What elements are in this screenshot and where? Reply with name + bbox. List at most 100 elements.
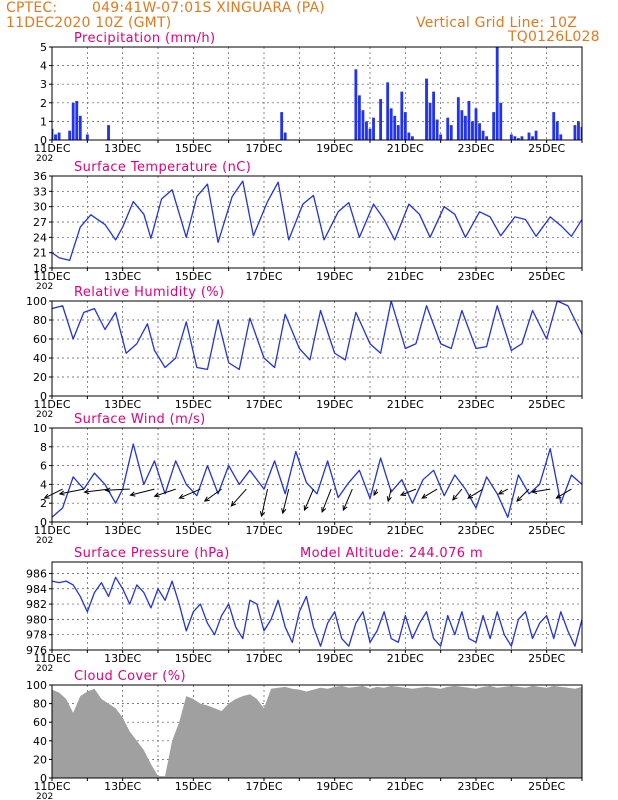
wind-arrow-head (178, 493, 185, 499)
x-tick-label: 17DEC (245, 270, 282, 283)
wind-arrow-head (373, 490, 379, 497)
wind-arrow-head (43, 493, 50, 499)
y-tick-label: 986 (26, 567, 47, 580)
year-fragment-label: 202 (36, 664, 53, 674)
precip-bar (396, 125, 400, 140)
x-tick-label: 19DEC (316, 270, 353, 283)
series-line (52, 576, 582, 647)
panel-frame (51, 300, 583, 397)
x-tick-label: 25DEC (528, 398, 565, 411)
x-tick-label: 11DEC (33, 398, 70, 411)
precip-bar (432, 91, 436, 140)
x-tick-label: 23DEC (457, 398, 494, 411)
precip-bar (78, 115, 82, 140)
wind-arrows (43, 487, 572, 518)
precip-bar (559, 134, 563, 140)
y-tick-label: 3 (40, 78, 47, 91)
precip-bar (68, 130, 72, 140)
panel-title: Cloud Cover (%) (74, 669, 186, 684)
panel-title: Surface Wind (m/s) (74, 412, 206, 427)
precip-bar (407, 132, 411, 140)
year-fragment-label: 202 (36, 410, 53, 420)
y-tick-label: 100 (26, 295, 47, 308)
panel-1 (49, 46, 583, 143)
precip-bar (449, 125, 453, 140)
precip-bar (85, 134, 89, 140)
precip-bar (354, 69, 358, 140)
x-tick-label: 13DEC (104, 398, 141, 411)
y-tick-label: 978 (26, 629, 47, 642)
y-tick-label: 976 (26, 644, 47, 657)
wind-arrow (130, 488, 155, 496)
wind-arrow-head (104, 487, 111, 493)
x-tick-label: 13DEC (104, 142, 141, 155)
series-line (52, 301, 582, 371)
wind-arrow-head (259, 511, 266, 518)
precip-bar (474, 108, 478, 140)
x-tick-label: 23DEC (457, 524, 494, 537)
x-tick-label: 15DEC (175, 142, 212, 155)
wind-arrow (467, 488, 484, 499)
precip-bar (499, 102, 503, 140)
location-label: 049:41W-07:01S XINGUARA (PA) (92, 0, 325, 16)
wind-arrow-head (516, 496, 522, 502)
init-datetime: 11DEC2020 10Z (GMT) (6, 15, 172, 31)
panel-3 (49, 300, 583, 399)
precip-bar (520, 136, 524, 140)
y-tick-label: 0 (40, 134, 47, 147)
x-tick-label: 23DEC (457, 142, 494, 155)
x-tick-label: 19DEC (316, 398, 353, 411)
precip-bar (403, 112, 407, 140)
wind-arrow (105, 488, 130, 491)
y-tick-label: 20 (33, 371, 47, 384)
x-tick-label: 17DEC (245, 398, 282, 411)
panel-4 (43, 427, 583, 525)
wind-arrow (516, 488, 530, 502)
precip-bar (357, 95, 361, 140)
wind-arrow (532, 488, 551, 493)
x-tick-label: 13DEC (104, 524, 141, 537)
precip-bar (52, 128, 54, 140)
x-tick-label: 11DEC (33, 142, 70, 155)
wind-arrow (304, 488, 314, 511)
source-label: CPTEC: (6, 0, 58, 16)
x-tick-label: 13DEC (104, 270, 141, 283)
y-tick-label: 0 (40, 516, 47, 529)
y-tick-label: 60 (33, 716, 47, 729)
precip-bar (513, 136, 517, 140)
panel-title: Precipitation (mm/h) (74, 31, 215, 46)
y-tick-label: 980 (26, 613, 47, 626)
panel-title: Surface Pressure (hPa) (74, 546, 230, 561)
x-tick-label: 25DEC (528, 524, 565, 537)
wind-arrow-head (497, 489, 504, 495)
panel-title: Surface Temperature (nC) (74, 160, 251, 175)
y-tick-label: 0 (40, 390, 47, 403)
precip-bar (481, 130, 485, 140)
x-tick-label: 11DEC (33, 524, 70, 537)
x-tick-label: 23DEC (457, 780, 494, 793)
precip-bar (580, 126, 582, 140)
precip-bar (516, 138, 520, 140)
y-tick-label: 27 (33, 216, 47, 229)
x-tick-label: 17DEC (245, 780, 282, 793)
x-tick-label: 19DEC (316, 142, 353, 155)
precip-bar (573, 125, 577, 140)
precip-bar (534, 130, 538, 140)
x-tick-label: 19DEC (316, 652, 353, 665)
precip-bar (471, 121, 474, 140)
precip-bar (495, 47, 499, 140)
wind-arrow (400, 488, 417, 496)
wind-arrow-head (129, 491, 136, 497)
series-3 (52, 301, 582, 371)
precip-bar (509, 134, 513, 140)
panel-frame (51, 684, 583, 779)
wind-arrow (421, 488, 438, 499)
model-code: TQ0126L028 (508, 29, 600, 45)
precip-bar (280, 112, 284, 140)
x-tick-label: 15DEC (175, 652, 212, 665)
precip-bar (410, 136, 414, 140)
year-fragment-label: 202 (36, 792, 53, 800)
y-tick-label: 984 (26, 583, 47, 596)
wind-arrow-head (467, 493, 474, 499)
series-line (52, 443, 582, 518)
